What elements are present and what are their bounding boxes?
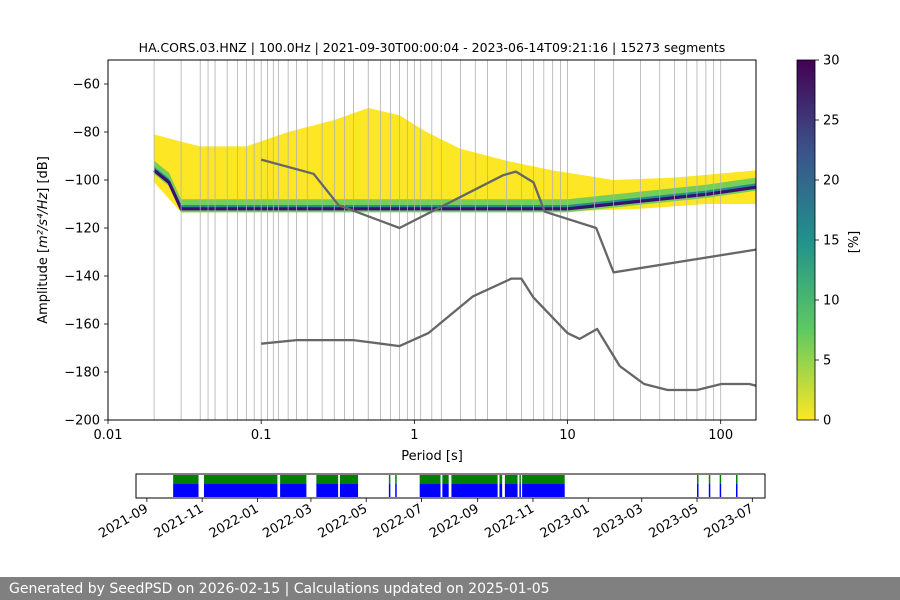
noise-model-curves — [260, 158, 756, 392]
timeline-tick-label: 2022-01 — [207, 501, 262, 541]
availability-processed-segment — [395, 475, 397, 484]
availability-data-segment — [697, 484, 699, 497]
availability-processed-segment — [708, 475, 711, 484]
y-tick-label: −60 — [73, 78, 100, 93]
colorbar-tick-label: 25 — [823, 114, 840, 129]
availability-processed-segment — [388, 475, 391, 484]
colorbar-ticks: 0 5 10 15 20 25 30 — [815, 54, 840, 429]
vertical-grid — [108, 60, 722, 420]
availability-data-segment — [395, 484, 397, 497]
timeline-tick-label: 2021-09 — [96, 501, 151, 541]
y-tick-label: −160 — [64, 318, 100, 333]
availability-data-segment — [499, 484, 503, 497]
availability-processed-segment — [519, 475, 521, 484]
availability-data-segment — [519, 484, 521, 497]
availability-data-segment — [451, 484, 498, 497]
colorbar-tick-label: 30 — [823, 54, 840, 69]
availability-data-segment — [419, 484, 441, 497]
colorbar-tick-label: 5 — [823, 354, 831, 369]
y-tick-label: −100 — [64, 174, 100, 189]
footer-bar: Generated by SeedPSD on 2026-02-15 | Cal… — [0, 577, 900, 600]
y-tick-label: −120 — [64, 222, 100, 237]
availability-data-segment — [203, 484, 278, 497]
x-axis-label: Period [s] — [401, 449, 463, 464]
availability-processed-segment — [280, 475, 307, 484]
x-tick-label: 0.01 — [94, 428, 123, 443]
availability-processed-segment — [735, 475, 738, 484]
plot-frame — [107, 59, 757, 421]
availability-data-segment — [442, 484, 449, 497]
y-tick-label: −180 — [64, 366, 100, 381]
availability-processed-segment — [203, 475, 278, 484]
availability-processed-segment — [719, 475, 722, 484]
colorbar-tick-label: 20 — [823, 174, 840, 189]
availability-processed-segment — [442, 475, 449, 484]
availability-processed-segment — [173, 475, 199, 484]
timeline-tick-label: 2022-03 — [260, 501, 315, 541]
availability-data-segment — [280, 484, 307, 497]
y-axis-label: Amplitude [m²/s⁴/Hz] [dB] — [36, 156, 51, 324]
availability-data-segment — [316, 484, 339, 497]
availability-processed-segment — [316, 475, 339, 484]
colorbar-label: [%] — [847, 231, 862, 254]
x-axis-ticks: 0.01 0.1 1 10 100 — [94, 420, 733, 443]
timeline-tick-label: 2023-01 — [538, 501, 593, 541]
timeline-tick-label: 2022-09 — [427, 501, 482, 541]
y-tick-label: −140 — [64, 270, 100, 285]
availability-segments — [173, 475, 738, 497]
y-tick-label: −200 — [64, 414, 100, 429]
availability-data-segment — [522, 484, 565, 497]
footer-text: Generated by SeedPSD on 2026-02-15 | Cal… — [9, 581, 550, 597]
psd-density-heatmap — [153, 108, 756, 213]
density-high-percent-band — [154, 166, 756, 211]
availability-data-segment — [719, 484, 722, 497]
seedpsd-figure: 0.01 0.1 1 10 100 −60−80−100−120−140−160−180… — [36, 40, 862, 542]
timeline-tick-label: 2022-05 — [316, 501, 371, 541]
noise-model-curve — [261, 277, 756, 392]
availability-data-segment — [173, 484, 199, 497]
timeline-tick-label: 2022-07 — [371, 501, 426, 541]
y-axis-label-tail: ] [dB] — [36, 156, 51, 193]
timeline-tick-label: 2021-11 — [152, 501, 207, 541]
colorbar — [796, 59, 816, 421]
timeline-tick-label: 2023-07 — [702, 501, 757, 541]
y-axis-label-main: Amplitude [ — [36, 248, 51, 324]
y-tick-label: −80 — [73, 126, 100, 141]
availability-data-segment — [504, 484, 518, 497]
chart-title: HA.CORS.03.HNZ | 100.0Hz | 2021-09-30T00… — [139, 40, 726, 55]
timeline-tick-label: 2023-03 — [591, 501, 646, 541]
colorbar-tick-label: 15 — [823, 234, 840, 249]
availability-processed-segment — [451, 475, 498, 484]
timeline-tick-label: 2023-05 — [646, 501, 701, 541]
density-low-percent-region — [154, 108, 756, 213]
availability-processed-segment — [522, 475, 565, 484]
availability-processed-segment — [499, 475, 503, 484]
availability-data-segment — [388, 484, 391, 497]
availability-processed-segment — [504, 475, 518, 484]
x-tick-label: 10 — [559, 428, 576, 443]
y-axis-ticks: −60 −80 −100 −120 −140 −160 −180 −200 — [64, 78, 108, 429]
availability-processed-segment — [419, 475, 441, 484]
x-tick-label: 0.1 — [251, 428, 272, 443]
availability-processed-segment — [339, 475, 359, 484]
x-tick-label: 100 — [708, 428, 733, 443]
availability-processed-segment — [697, 475, 699, 484]
density-mid-percent-band — [154, 160, 756, 213]
colorbar-tick-label: 0 — [823, 414, 831, 429]
x-tick-label: 1 — [410, 428, 418, 443]
availability-data-segment — [708, 484, 711, 497]
noise-model-curve — [260, 158, 756, 274]
y-axis-label-units: m²/s⁴/Hz — [36, 192, 51, 248]
availability-data-segment — [339, 484, 359, 497]
timeline-tick-label: 2022-11 — [482, 501, 537, 541]
availability-data-segment — [735, 484, 738, 497]
colorbar-tick-label: 10 — [823, 294, 840, 309]
